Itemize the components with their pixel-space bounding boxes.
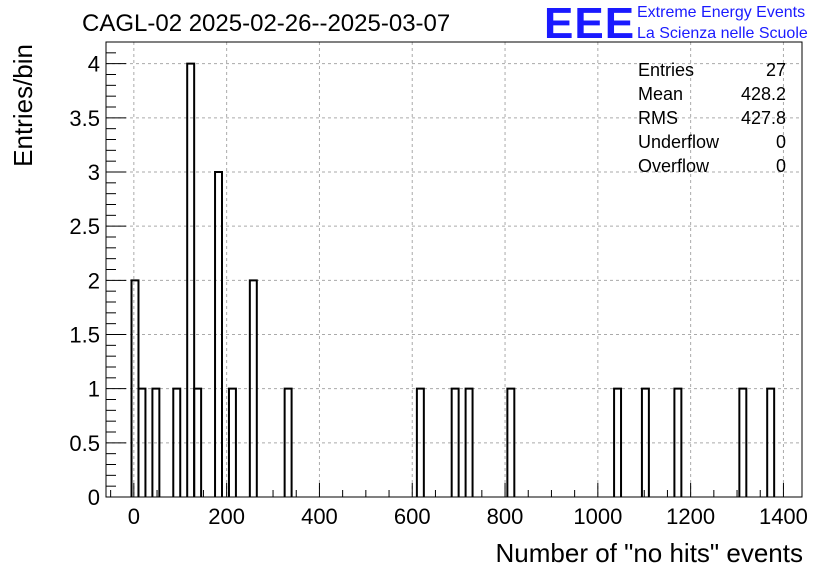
histogram-bin: [248, 279, 258, 497]
y-tick-label: 0.5: [69, 431, 100, 456]
y-axis-label: Entries/bin: [8, 44, 38, 167]
histogram-bin: [506, 387, 516, 497]
stat-label: Underflow: [638, 132, 720, 152]
stat-value: 0: [775, 156, 786, 176]
histogram-bin: [415, 387, 425, 497]
stats-box: Entries 27 Mean 428.2 RMS 427.8 Underflo…: [638, 58, 786, 178]
stat-row-mean: Mean 428.2: [638, 82, 786, 106]
y-tick-label: 3: [88, 160, 100, 185]
x-tick-label: 1400: [759, 504, 808, 529]
y-tick-label: 4: [88, 52, 100, 77]
x-tick-label: 1000: [573, 504, 622, 529]
eee-logo: EEE: [544, 0, 636, 48]
stat-value: 27: [765, 60, 786, 80]
stat-label: Overflow: [638, 156, 710, 176]
histogram-bin: [186, 62, 196, 497]
stat-label: Entries: [638, 60, 695, 80]
histogram-bin: [613, 387, 623, 497]
stat-label: RMS: [638, 108, 678, 128]
histogram-bin: [151, 387, 161, 497]
y-tick-label: 2.5: [69, 214, 100, 239]
x-tick-label: 800: [487, 504, 524, 529]
histogram-bin: [464, 387, 474, 497]
y-tick-label: 1.5: [69, 323, 100, 348]
histogram-bin: [193, 387, 203, 497]
histogram-bin: [640, 387, 650, 497]
histogram-bin: [673, 387, 683, 497]
y-tick-label: 3.5: [69, 106, 100, 131]
x-tick-label: 600: [394, 504, 431, 529]
histogram-bin: [283, 387, 293, 497]
stat-row-rms: RMS 427.8: [638, 106, 786, 130]
histogram-bin: [450, 387, 460, 497]
stat-row-underflow: Underflow 0: [638, 130, 786, 154]
stat-value: 427.8: [740, 108, 786, 128]
y-tick-label: 1: [88, 377, 100, 402]
x-axis-label: Number of "no hits" events: [496, 538, 804, 568]
chart-title: CAGL-02 2025-02-26--2025-03-07: [82, 10, 451, 37]
y-tick-label: 0: [88, 485, 100, 510]
x-tick-label: 1200: [666, 504, 715, 529]
histogram-bars: [130, 62, 776, 497]
histogram-bin: [172, 387, 182, 497]
x-tick-label: 0: [128, 504, 140, 529]
stat-value: 428.2: [740, 84, 786, 104]
logo-line-1: Extreme Energy Events: [637, 4, 806, 21]
x-tick-label: 200: [208, 504, 245, 529]
histogram-bin: [214, 171, 223, 497]
histogram-bin: [137, 387, 147, 497]
histogram-bin: [738, 387, 748, 497]
logo-line-2: La Scienza nelle Scuole: [637, 25, 808, 42]
histogram-bin: [766, 387, 776, 497]
y-tick-label: 2: [88, 268, 100, 293]
x-tick-label: 400: [301, 504, 338, 529]
stat-value: 0: [775, 132, 786, 152]
axes: 0 200 400 600 800 1000 1200 140000.511.522.533.…: [69, 41, 808, 529]
stat-row-overflow: Overflow 0: [638, 154, 786, 178]
histogram-bin: [227, 387, 237, 497]
stat-label: Mean: [638, 84, 684, 104]
stat-row-entries: Entries 27: [638, 58, 786, 82]
